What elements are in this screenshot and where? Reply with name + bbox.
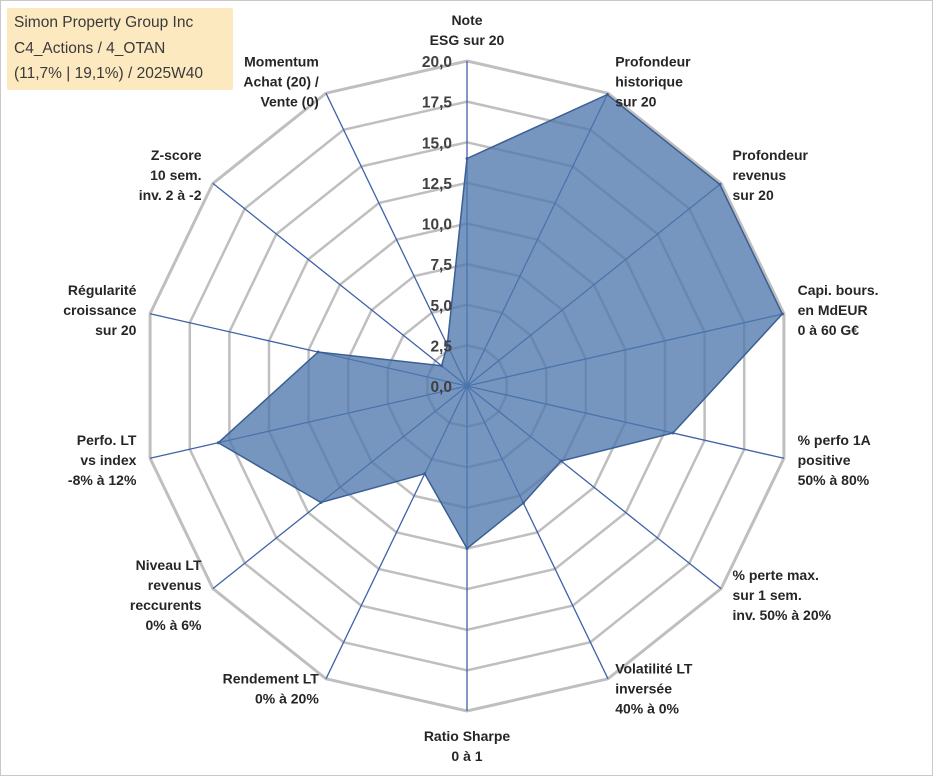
axis-label-line: inv. 50% à 20% bbox=[733, 607, 832, 623]
axis-label-line: Momentum bbox=[244, 53, 319, 69]
tick-label: 20,0 bbox=[422, 54, 452, 71]
axis-label-4: Capi. bours. en MdEUR 0 à 60 G€ bbox=[798, 282, 879, 338]
data-point-2 bbox=[605, 93, 609, 97]
radar-axis-labels: Note ESG sur 20 Profondeur historique sur 20… bbox=[63, 12, 878, 764]
axis-label-line: 40% à 0% bbox=[615, 701, 679, 717]
tick-label: 10,0 bbox=[422, 217, 452, 234]
axis-label-line: Capi. bours. bbox=[798, 282, 879, 298]
axis-label-line: % perfo 1A bbox=[798, 432, 871, 448]
data-point-3 bbox=[718, 182, 722, 186]
axis-label-13: Z-score 10 sem. inv. 2 à -2 bbox=[139, 147, 202, 203]
axis-label-line: ESG sur 20 bbox=[430, 32, 505, 48]
axis-label-line: reccurents bbox=[130, 597, 202, 613]
axis-label-line: Achat (20) / bbox=[243, 73, 319, 89]
tick-label: 12,5 bbox=[422, 176, 453, 193]
data-point-10 bbox=[319, 501, 323, 504]
axis-label-2: Profondeur historique sur 20 bbox=[615, 53, 691, 109]
axis-label-line: croissance bbox=[63, 302, 136, 318]
radar-tick-labels: 0,0 2,5 5,0 7,5 10,0 12,5 15,0 17,5 20,0 bbox=[422, 54, 453, 396]
axis-label-line: sur 20 bbox=[615, 93, 656, 109]
title-stats: (11,7% | 19,1%) / 2025W40 bbox=[14, 65, 203, 82]
data-point-8 bbox=[465, 547, 469, 550]
axis-label-line: Note bbox=[451, 12, 482, 28]
axis-label-line: vs index bbox=[80, 452, 136, 468]
axis-label-line: sur 20 bbox=[733, 187, 774, 203]
axis-label-14: Momentum Achat (20) / Vente (0) bbox=[243, 53, 319, 109]
axis-label-line: 50% à 80% bbox=[798, 472, 870, 488]
axis-label-line: % perte max. bbox=[733, 567, 819, 583]
data-point-11 bbox=[216, 441, 220, 445]
axis-label-line: Rendement LT bbox=[223, 671, 320, 687]
axis-label-7: Volatilité LT inversée 40% à 0% bbox=[615, 661, 693, 717]
axis-label-1: Note ESG sur 20 bbox=[430, 12, 505, 48]
spoke-14 bbox=[325, 92, 468, 387]
axis-label-3: Profondeur revenus sur 20 bbox=[733, 147, 809, 203]
axis-label-line: Z-score bbox=[151, 147, 202, 163]
axis-label-line: en MdEUR bbox=[798, 302, 868, 318]
axis-label-line: inversée bbox=[615, 681, 672, 697]
tick-label: 0,0 bbox=[430, 379, 452, 396]
data-point-1 bbox=[465, 157, 469, 160]
data-point-9 bbox=[423, 472, 427, 476]
axis-label-line: Profondeur bbox=[733, 147, 809, 163]
data-point-14 bbox=[445, 343, 449, 347]
spoke-13 bbox=[212, 182, 468, 387]
axis-label-line: Régularité bbox=[68, 282, 137, 298]
tick-label: 17,5 bbox=[422, 95, 453, 112]
axis-label-9: Rendement LT 0% à 20% bbox=[223, 671, 320, 707]
axis-label-line: 0 à 1 bbox=[451, 748, 482, 764]
data-point-6 bbox=[559, 459, 563, 463]
tick-label: 2,5 bbox=[430, 338, 452, 355]
axis-label-line: 10 sem. bbox=[150, 167, 201, 183]
axis-label-6: % perte max. sur 1 sem. inv. 50% à 20% bbox=[733, 567, 832, 623]
data-point-5 bbox=[671, 431, 675, 435]
title-category: C4_Actions / 4_OTAN bbox=[14, 40, 166, 57]
axis-label-line: -8% à 12% bbox=[68, 472, 137, 488]
title-company: Simon Property Group Inc bbox=[14, 14, 194, 31]
axis-label-line: Profondeur bbox=[615, 53, 691, 69]
axis-label-8: Ratio Sharpe 0 à 1 bbox=[424, 728, 511, 764]
data-point-12 bbox=[316, 350, 320, 354]
axis-label-line: positive bbox=[798, 452, 851, 468]
axis-label-11: Perfo. LT vs index -8% à 12% bbox=[68, 432, 137, 488]
axis-label-12: Régularité croissance sur 20 bbox=[63, 282, 136, 338]
axis-label-line: Niveau LT bbox=[136, 557, 202, 573]
tick-label: 5,0 bbox=[430, 298, 452, 315]
axis-label-line: sur 20 bbox=[95, 322, 136, 338]
axis-label-10: Niveau LT revenus reccurents 0% à 6% bbox=[130, 557, 202, 633]
tick-label: 15,0 bbox=[422, 135, 452, 152]
data-point-13 bbox=[440, 364, 444, 368]
axis-label-line: 0% à 6% bbox=[145, 617, 202, 633]
axis-label-line: historique bbox=[615, 73, 683, 89]
axis-label-line: revenus bbox=[733, 167, 787, 183]
axis-label-line: Volatilité LT bbox=[615, 661, 693, 677]
axis-label-line: Ratio Sharpe bbox=[424, 728, 511, 744]
axis-label-line: Perfo. LT bbox=[77, 432, 137, 448]
axis-label-line: 0% à 20% bbox=[255, 691, 319, 707]
axis-label-line: revenus bbox=[148, 577, 202, 593]
axis-label-line: sur 1 sem. bbox=[733, 587, 802, 603]
radar-area-layer bbox=[216, 93, 784, 550]
data-point-4 bbox=[780, 312, 784, 316]
tick-label: 7,5 bbox=[430, 257, 452, 274]
title-box: Simon Property Group Inc C4_Actions / 4_… bbox=[7, 8, 233, 90]
axis-label-line: Vente (0) bbox=[260, 93, 318, 109]
axis-label-line: 0 à 60 G€ bbox=[798, 322, 860, 338]
data-point-7 bbox=[521, 501, 525, 505]
axis-label-5: % perfo 1A positive 50% à 80% bbox=[798, 432, 871, 488]
axis-label-line: inv. 2 à -2 bbox=[139, 187, 202, 203]
